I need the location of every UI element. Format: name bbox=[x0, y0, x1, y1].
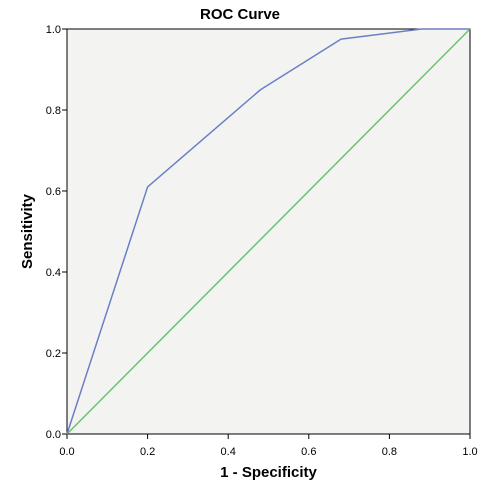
reference-diagonal-line bbox=[66, 28, 471, 435]
x-tick-label: 0.8 bbox=[382, 446, 397, 458]
x-tick-label: 0.4 bbox=[221, 446, 236, 458]
x-tick-label: 0.2 bbox=[140, 446, 155, 458]
chart-title: ROC Curve bbox=[200, 6, 280, 23]
roc-curve-line bbox=[66, 28, 470, 435]
x-tick-label: 0.0 bbox=[59, 446, 74, 458]
y-tick-label: 0.4 bbox=[46, 267, 61, 279]
y-tick-label: 1.0 bbox=[46, 24, 61, 36]
y-axis-title: Sensitivity bbox=[19, 193, 36, 269]
x-axis: 0.0 0.2 0.4 0.6 0.8 1.0 bbox=[59, 434, 478, 458]
x-tick-label: 0.6 bbox=[301, 446, 316, 458]
x-tick-label: 1.0 bbox=[462, 446, 477, 458]
x-axis-title: 1 - Specificity bbox=[220, 464, 317, 481]
y-tick-label: 0.2 bbox=[46, 348, 61, 360]
y-tick-label: 0.8 bbox=[46, 105, 61, 117]
y-axis: 0.0 0.2 0.4 0.6 0.8 1.0 bbox=[46, 24, 67, 441]
y-tick-label: 0.0 bbox=[46, 429, 61, 441]
series-layer bbox=[66, 28, 471, 435]
y-tick-label: 0.6 bbox=[46, 186, 61, 198]
